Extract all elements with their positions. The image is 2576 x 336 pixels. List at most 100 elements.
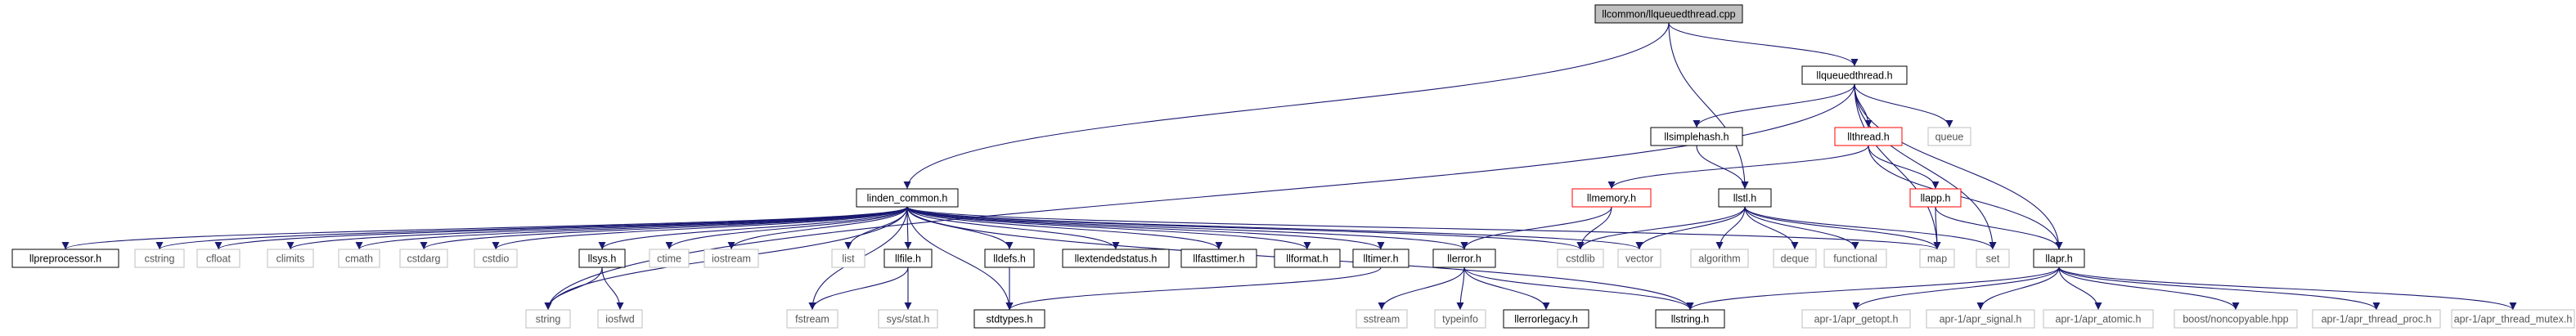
node-label-cstdarg: cstdarg xyxy=(407,253,441,265)
node-lldefs[interactable]: lldefs.h xyxy=(984,249,1035,268)
edge-llsys-to-iosfwd xyxy=(601,267,624,311)
node-llerror[interactable]: llerror.h xyxy=(1432,249,1496,268)
node-label-apr_thread_mutex: apr-1/apr_thread_mutex.h xyxy=(2454,314,2573,325)
node-box-root xyxy=(1594,4,1743,24)
node-box-lldefs xyxy=(984,249,1035,268)
node-fstream: fstream xyxy=(786,309,838,329)
node-box-linden_common xyxy=(856,188,959,208)
node-apr_thread_proc: apr-1/apr_thread_proc.h xyxy=(2312,309,2441,329)
node-vector: vector xyxy=(1617,249,1661,268)
node-llapr[interactable]: llapr.h xyxy=(2033,249,2085,268)
node-box-llstl xyxy=(1718,188,1772,208)
node-llerrorlegacy[interactable]: llerrorlegacy.h xyxy=(1503,309,1589,329)
node-label-string: string xyxy=(536,314,561,325)
node-box-set xyxy=(1976,249,2010,268)
node-label-llerrorlegacy: llerrorlegacy.h xyxy=(1514,314,1578,325)
edge-linden_common-to-llerror xyxy=(906,206,1468,250)
node-llsys[interactable]: llsys.h xyxy=(578,249,626,268)
node-llthread[interactable]: llthread.h xyxy=(1834,127,1903,146)
node-label-iosfwd: iosfwd xyxy=(605,314,634,325)
node-box-llpreprocessor xyxy=(11,249,119,268)
node-llfile[interactable]: llfile.h xyxy=(883,249,933,268)
edge-llstl-to-deque xyxy=(1744,206,1799,250)
edge-llapr-to-apr_signal xyxy=(1976,267,2060,311)
node-box-llthread xyxy=(1834,127,1903,146)
edge-linden_common-to-iostream xyxy=(727,206,908,250)
node-box-llstring xyxy=(1655,309,1725,329)
node-cstdlib: cstdlib xyxy=(1557,249,1604,268)
node-llfasttimer[interactable]: llfasttimer.h xyxy=(1180,249,1257,268)
node-label-vector: vector xyxy=(1625,253,1653,265)
node-llqueuedthread[interactable]: llqueuedthread.h xyxy=(1801,65,1908,85)
node-apr_thread_mutex: apr-1/apr_thread_mutex.h xyxy=(2451,309,2575,329)
node-set: set xyxy=(1976,249,2010,268)
node-lltimer[interactable]: lltimer.h xyxy=(1352,249,1409,268)
node-llapp[interactable]: llapp.h xyxy=(1909,188,1962,208)
node-box-climits xyxy=(267,249,314,268)
node-box-apr_thread_mutex xyxy=(2451,309,2575,329)
nodes-layer: llcommon/llqueuedthread.cpp llqueuedthrea… xyxy=(11,4,2575,329)
node-box-llerror xyxy=(1432,249,1496,268)
node-box-iosfwd xyxy=(597,309,643,329)
node-label-apr_thread_proc: apr-1/apr_thread_proc.h xyxy=(2322,314,2432,325)
node-box-noncopyable xyxy=(2174,309,2298,329)
node-label-llextendedstatus: llextendedstatus.h xyxy=(1075,253,1158,265)
edge-lltimer-to-stdtypes xyxy=(1005,267,1382,311)
node-box-sysstat xyxy=(878,309,938,329)
node-llpreprocessor[interactable]: llpreprocessor.h xyxy=(11,249,119,268)
edge-llapp-to-map xyxy=(1933,206,1941,250)
node-label-apr_atomic: apr-1/apr_atomic.h xyxy=(2056,314,2142,325)
node-linden_common[interactable]: linden_common.h xyxy=(856,188,959,208)
edge-linden_common-to-ctime xyxy=(665,206,908,250)
node-llstl[interactable]: llstl.h xyxy=(1718,188,1772,208)
edge-llfile-to-fstream xyxy=(808,267,909,311)
node-apr_getopt: apr-1/apr_getopt.h xyxy=(1801,309,1911,329)
node-box-apr_signal xyxy=(1926,309,2035,329)
node-map: map xyxy=(1919,249,1955,268)
node-label-cstring: cstring xyxy=(145,253,175,265)
node-llmemory[interactable]: llmemory.h xyxy=(1571,188,1652,208)
node-label-lltimer: lltimer.h xyxy=(1363,253,1398,265)
node-box-fstream xyxy=(786,309,838,329)
node-noncopyable: boost/noncopyable.hpp xyxy=(2174,309,2298,329)
edge-llmemory-to-llerror xyxy=(1460,206,1612,250)
node-label-cfloat: cfloat xyxy=(206,253,231,265)
node-label-llformat: llformat.h xyxy=(1286,253,1328,265)
node-label-llsimplehash: llsimplehash.h xyxy=(1664,132,1729,143)
node-label-climits: climits xyxy=(276,253,305,265)
node-label-llstl: llstl.h xyxy=(1733,193,1757,204)
edge-llapr-to-apr_getopt xyxy=(1852,267,2060,311)
node-box-cstring xyxy=(134,249,185,268)
node-box-stdtypes xyxy=(973,309,1045,329)
node-sysstat: sys/stat.h xyxy=(878,309,938,329)
edge-linden_common-to-llfasttimer xyxy=(906,206,1223,250)
node-box-llfasttimer xyxy=(1180,249,1257,268)
node-llformat[interactable]: llformat.h xyxy=(1274,249,1341,268)
edge-llstl-to-set xyxy=(1744,206,1997,250)
node-llextendedstatus[interactable]: llextendedstatus.h xyxy=(1062,249,1170,268)
node-label-llapp: llapp.h xyxy=(1921,193,1951,204)
node-label-typeinfo: typeinfo xyxy=(1442,314,1478,325)
node-box-cstdarg xyxy=(399,249,448,268)
edge-llthread-to-llapp xyxy=(1868,145,1940,190)
node-box-llfile xyxy=(883,249,933,268)
node-root[interactable]: llcommon/llqueuedthread.cpp xyxy=(1594,4,1743,24)
edge-linden_common-to-cmath xyxy=(355,206,908,250)
node-llsimplehash[interactable]: llsimplehash.h xyxy=(1650,127,1743,146)
node-label-functional: functional xyxy=(1833,253,1877,265)
node-box-llsimplehash xyxy=(1650,127,1743,146)
node-label-llstring: llstring.h xyxy=(1671,314,1710,325)
node-label-deque: deque xyxy=(1781,253,1809,265)
node-stdtypes[interactable]: stdtypes.h xyxy=(973,309,1045,329)
node-list: list xyxy=(831,249,865,268)
edge-llstl-to-functional xyxy=(1744,206,1859,250)
node-box-iostream xyxy=(704,249,759,268)
node-llstring[interactable]: llstring.h xyxy=(1655,309,1725,329)
node-label-llapr: llapr.h xyxy=(2045,253,2072,265)
node-functional: functional xyxy=(1823,249,1887,268)
node-algorithm: algorithm xyxy=(1690,249,1749,268)
node-label-linden_common: linden_common.h xyxy=(867,193,948,204)
node-cmath: cmath xyxy=(338,249,380,268)
edge-llthread-to-llmemory xyxy=(1607,145,1869,190)
edge-llqueuedthread-to-set xyxy=(1854,83,1997,250)
